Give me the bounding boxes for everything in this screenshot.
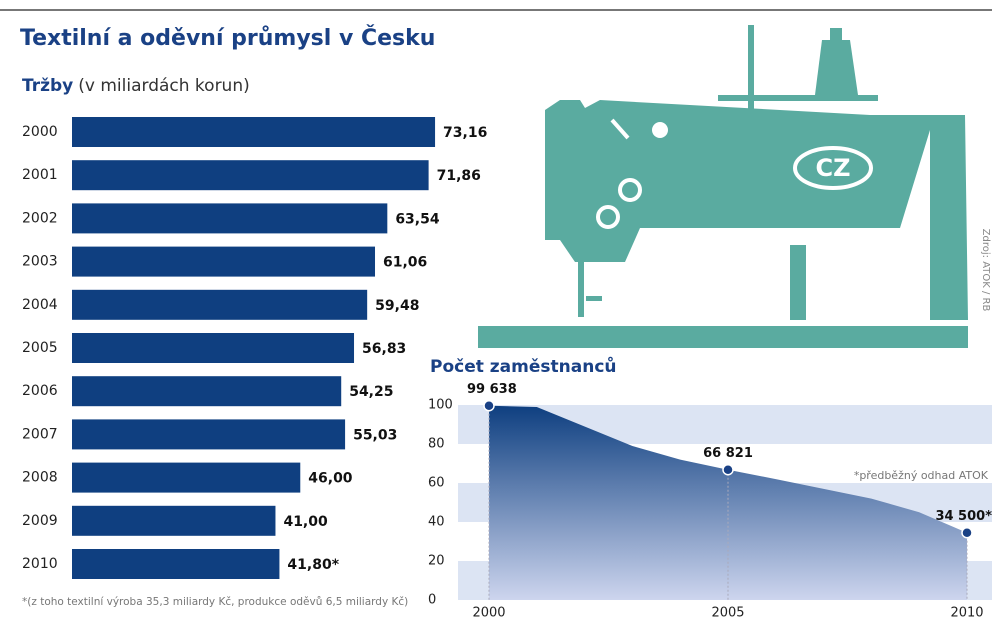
- machine-base: [478, 326, 968, 348]
- value-label: 56,83: [362, 341, 406, 357]
- bar: [72, 462, 301, 493]
- point: [722, 463, 734, 476]
- spool: [815, 40, 858, 95]
- bar-heading: Tržby (v miliardách korun): [22, 76, 250, 96]
- point: [483, 399, 495, 412]
- area-annotation: *předběžný odhad ATOK: [854, 469, 989, 482]
- y-tick-label: 2009: [22, 513, 58, 529]
- x-tick-label: 2000: [472, 606, 505, 621]
- y-tick-label: 2004: [22, 297, 58, 313]
- value-label: 66 821: [703, 446, 753, 461]
- bar: [72, 160, 429, 191]
- knob: [652, 122, 668, 138]
- foot: [586, 296, 602, 301]
- bar: [72, 289, 368, 320]
- x-tick-label: 2005: [711, 606, 744, 621]
- y-tick-label: 2005: [22, 340, 58, 356]
- y-tick-label: 100: [428, 398, 453, 413]
- value-label: 99 638: [467, 382, 517, 397]
- bar: [72, 333, 355, 363]
- y-tick-label: 2008: [22, 470, 58, 486]
- machine-details: [596, 118, 873, 229]
- area-title: Počet zaměstnanců: [430, 355, 617, 377]
- page-title: Textilní a oděvní průmysl v Česku: [20, 25, 435, 51]
- bar-title: Tržby: [22, 76, 73, 96]
- point: [961, 526, 973, 539]
- bar: [72, 419, 346, 450]
- y-tick-label: 60: [428, 476, 445, 491]
- x-tick-label: 2010: [950, 606, 983, 621]
- lever: [610, 118, 630, 140]
- bar: [72, 376, 342, 407]
- machine-body: [545, 100, 968, 320]
- y-tick-label: 20: [428, 554, 445, 569]
- machine-post: [790, 245, 806, 320]
- bar: [72, 505, 276, 536]
- knob: [618, 178, 642, 202]
- y-tick-label: 0: [428, 593, 436, 608]
- y-tick-label: 2000: [22, 124, 58, 140]
- y-tick-label: 2006: [22, 383, 58, 399]
- value-label: 63,54: [395, 211, 440, 227]
- value-label: 46,00: [308, 471, 353, 487]
- y-tick-label: 2003: [22, 254, 58, 270]
- value-label: 59,48: [375, 298, 419, 314]
- bar: [72, 203, 388, 234]
- value-label: 73,16: [443, 125, 487, 141]
- y-tick-label: 40: [428, 515, 445, 530]
- value-label: 54,25: [349, 384, 393, 400]
- y-tick-label: 2002: [22, 210, 58, 226]
- bar-footnote: *(z toho textilní výroba 35,3 miliardy K…: [22, 596, 408, 608]
- value-label: 41,00: [283, 514, 328, 530]
- y-tick-label: 2010: [22, 556, 58, 572]
- sewing-machine: [478, 25, 968, 348]
- machine-bar: [718, 95, 878, 101]
- bar: [72, 117, 436, 147]
- y-tick-label: 2007: [22, 426, 58, 442]
- value-label: 71,86: [437, 168, 481, 184]
- bar: [72, 246, 376, 277]
- needle: [578, 262, 584, 317]
- bar: [72, 549, 280, 579]
- value-label: 34 500*: [935, 509, 992, 524]
- badge-label: CZ: [815, 154, 850, 182]
- value-label: 41,80*: [287, 557, 339, 573]
- bar-subtitle: (v miliardách korun): [78, 76, 249, 96]
- value-label: 55,03: [353, 427, 397, 443]
- source: Zdroj: ATOK / RB: [980, 229, 991, 312]
- value-label: 61,06: [383, 255, 427, 271]
- badge: [793, 146, 873, 190]
- spool-top: [830, 28, 842, 42]
- y-tick-label: 80: [428, 437, 445, 452]
- knob: [596, 205, 620, 229]
- machine-rod: [748, 25, 754, 115]
- y-tick-label: 2001: [22, 167, 58, 183]
